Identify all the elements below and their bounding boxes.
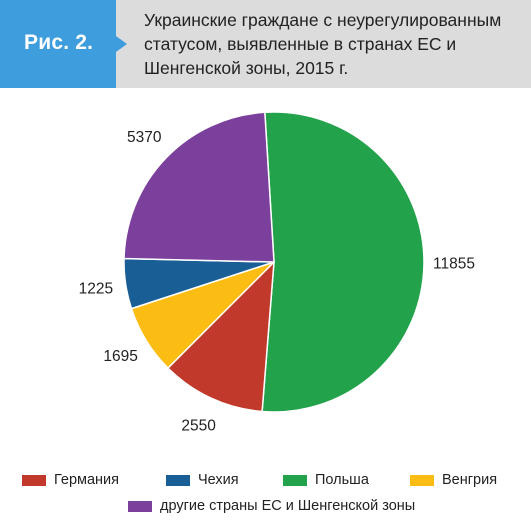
figure-number: Рис. 2. bbox=[24, 31, 94, 54]
slice-value-label-2: 1695 bbox=[103, 348, 137, 365]
slice-value-label-4: 5370 bbox=[127, 129, 162, 146]
figure-badge: Рис. 2. bbox=[0, 0, 128, 88]
figure-header: Рис. 2. Украинские граждане с неурегулир… bbox=[0, 0, 531, 88]
legend-swatch bbox=[128, 500, 152, 512]
legend-item-hungary: Венгрия bbox=[410, 471, 497, 489]
legend-label: другие страны ЕС и Шенгенской зоны bbox=[160, 498, 416, 514]
legend-swatch bbox=[22, 474, 46, 486]
pie-chart: 11855 2550 1695 1225 5370 bbox=[79, 111, 475, 434]
legend-label: Польша bbox=[315, 472, 369, 488]
slice-value-label-3: 1225 bbox=[79, 280, 113, 297]
chart-title-line-2: статусом, выявленные в странах ЕС и bbox=[144, 34, 457, 54]
pie-slice-0 bbox=[261, 111, 425, 413]
pie-slice-4 bbox=[123, 111, 275, 263]
legend-label: Венгрия bbox=[442, 472, 498, 488]
legend-item-germany: Германия bbox=[22, 471, 119, 489]
legend-swatch bbox=[410, 474, 434, 486]
slice-value-label-0: 11855 bbox=[433, 256, 475, 273]
chart-title: Украинские граждане с неурегулированным … bbox=[144, 8, 524, 80]
legend-label: Германия bbox=[54, 472, 120, 488]
slice-value-label-1: 2550 bbox=[181, 417, 216, 434]
chart-title-line-1: Украинские граждане с неурегулированным bbox=[144, 10, 502, 30]
legend-swatch bbox=[283, 474, 307, 486]
legend-item-poland: Польша bbox=[283, 471, 369, 489]
legend-item-czech: Чехия bbox=[166, 471, 239, 489]
legend-item-other: другие страны ЕС и Шенгенской зоны bbox=[128, 497, 415, 515]
badge-shape bbox=[0, 0, 127, 88]
pie-slice-1 bbox=[167, 261, 275, 413]
chart-title-line-3: Шенгенской зоны, 2015 г. bbox=[144, 58, 349, 78]
legend-swatch bbox=[166, 474, 190, 486]
legend-label: Чехия bbox=[198, 472, 239, 488]
